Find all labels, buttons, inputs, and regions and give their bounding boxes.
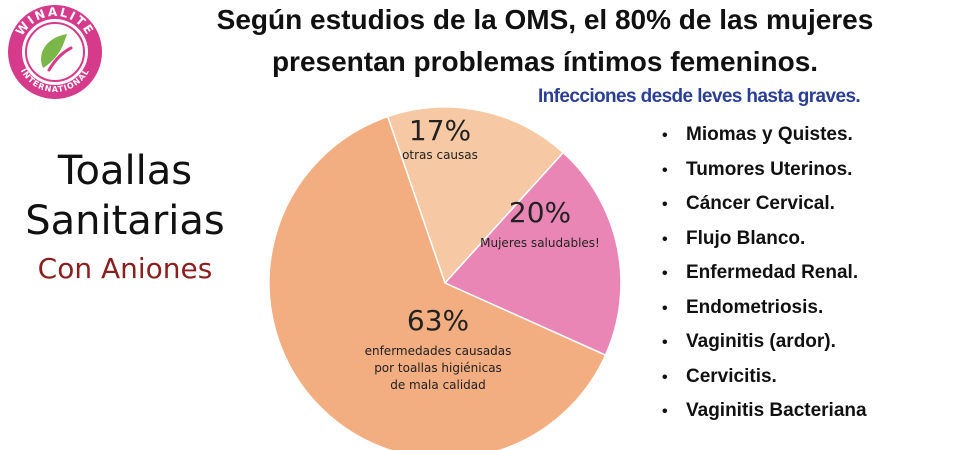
list-item-label: Tumores Uterinos. bbox=[686, 158, 853, 180]
list-item: • Tumores Uterinos. bbox=[662, 153, 867, 188]
pie-slice-label: por toallas higiénicas bbox=[374, 361, 502, 375]
list-item-label: Miomas y Quistes. bbox=[686, 124, 853, 145]
pie-slice bbox=[443, 151, 622, 357]
pie-percent-label: 17% bbox=[409, 114, 471, 147]
list-item-label: Cervicitis. bbox=[686, 365, 777, 387]
bullet-icon: • bbox=[662, 127, 668, 144]
bullet-icon: • bbox=[662, 299, 668, 317]
pie-slice-label: enfermedades causadas bbox=[365, 344, 512, 358]
list-item: • Cervicitis. bbox=[662, 360, 867, 395]
headline-line-2: presentan problemas íntimos femeninos. bbox=[271, 46, 819, 77]
list-item-label: Vaginitis Bacteriana bbox=[686, 400, 867, 421]
bullet-icon: • bbox=[662, 230, 668, 248]
pie-slice-label: de mala calidad bbox=[390, 378, 486, 392]
list-item: • Enfermedad Renal. bbox=[662, 256, 867, 291]
pie-slice-label: Mujeres saludables! bbox=[480, 236, 600, 250]
list-item: • Flujo Blanco. bbox=[662, 222, 867, 257]
list-item: • Cáncer Cervical. bbox=[662, 187, 867, 222]
bullet-icon: • bbox=[662, 334, 668, 351]
list-item: • Endometriosis. bbox=[662, 291, 867, 326]
pie-slice-label: otras causas bbox=[402, 148, 478, 162]
bullet-icon: • bbox=[662, 265, 668, 282]
winalite-logo: WINALITE INTERNATIONAL bbox=[8, 5, 102, 99]
bullet-icon: • bbox=[662, 403, 668, 420]
pie-slice bbox=[386, 106, 565, 285]
list-item-label: Vaginitis (ardor). bbox=[686, 331, 836, 352]
product-subtitle: Con Aniones bbox=[37, 252, 213, 285]
list-item: • Miomas y Quistes. bbox=[662, 118, 867, 153]
bullet-icon: • bbox=[662, 196, 668, 213]
product-title-line-1: Toallas bbox=[57, 148, 193, 194]
product-title-line-2: Sanitarias bbox=[25, 198, 225, 244]
pie-percent-label: 63% bbox=[407, 304, 469, 337]
bullet-icon: • bbox=[662, 161, 668, 179]
conditions-list: • Miomas y Quistes. • Tumores Uterinos. • C… bbox=[662, 118, 867, 429]
bullet-icon: • bbox=[662, 368, 668, 386]
pie-percent-label: 20% bbox=[509, 196, 571, 229]
list-item: • Vaginitis (ardor). bbox=[662, 325, 867, 360]
pie-slice bbox=[268, 115, 607, 450]
subheadline: Infecciones desde leves hasta graves. bbox=[538, 86, 861, 107]
list-item-label: Enfermedad Renal. bbox=[686, 262, 859, 283]
list-item-label: Endometriosis. bbox=[686, 296, 824, 318]
list-item-label: Flujo Blanco. bbox=[686, 227, 806, 249]
headline-line-1: Según estudios de la OMS, el 80% de las … bbox=[216, 4, 874, 35]
list-item: • Vaginitis Bacteriana bbox=[662, 394, 867, 429]
list-item-label: Cáncer Cervical. bbox=[686, 193, 835, 214]
